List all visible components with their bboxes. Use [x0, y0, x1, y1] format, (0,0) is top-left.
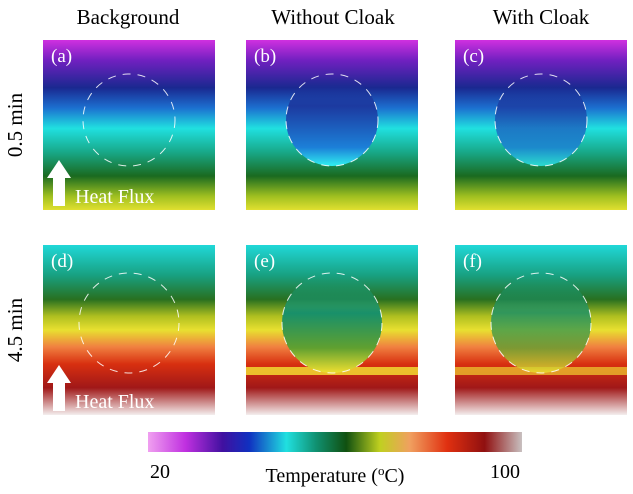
thermal-panel: (d) Heat Flux	[43, 245, 215, 415]
row-label: 4.5 min	[3, 297, 27, 362]
panel-label: (f)	[463, 251, 482, 272]
heat-flux-label: Heat Flux	[75, 391, 154, 413]
thermal-panel: (e)	[246, 245, 418, 415]
cloak-region	[282, 273, 382, 373]
panel-label: (a)	[51, 46, 72, 67]
column-header: With Cloak	[493, 5, 590, 29]
colorbar-title-prefix: Temperature (	[266, 465, 379, 487]
thermal-panel: (a) Heat Flux	[43, 40, 215, 210]
column-header: Without Cloak	[271, 5, 395, 29]
colorbar-min: 20	[150, 461, 170, 483]
colorbar-title-suffix: C)	[384, 465, 404, 487]
thermal-panel: (b)	[246, 40, 418, 210]
colorbar-title: Temperature (oC)	[266, 463, 405, 487]
row-label: 0.5 min	[3, 92, 27, 157]
colorbar	[148, 432, 522, 452]
panel-label: (c)	[463, 46, 484, 67]
column-header: Background	[77, 5, 180, 29]
thermal-panel: (c)	[455, 40, 627, 210]
page: 20 100 Temperature (oC) Background Withou…	[0, 0, 633, 494]
colorbar-max: 100	[490, 461, 520, 483]
panel-label: (e)	[254, 251, 275, 272]
heat-flux-label: Heat Flux	[75, 186, 154, 208]
panel-label: (d)	[51, 251, 73, 272]
figure: 20 100 Temperature (oC) Background Withou…	[0, 0, 633, 489]
panel-label: (b)	[254, 46, 276, 67]
cloak-region	[491, 273, 591, 373]
thermal-panel: (f)	[455, 245, 627, 415]
